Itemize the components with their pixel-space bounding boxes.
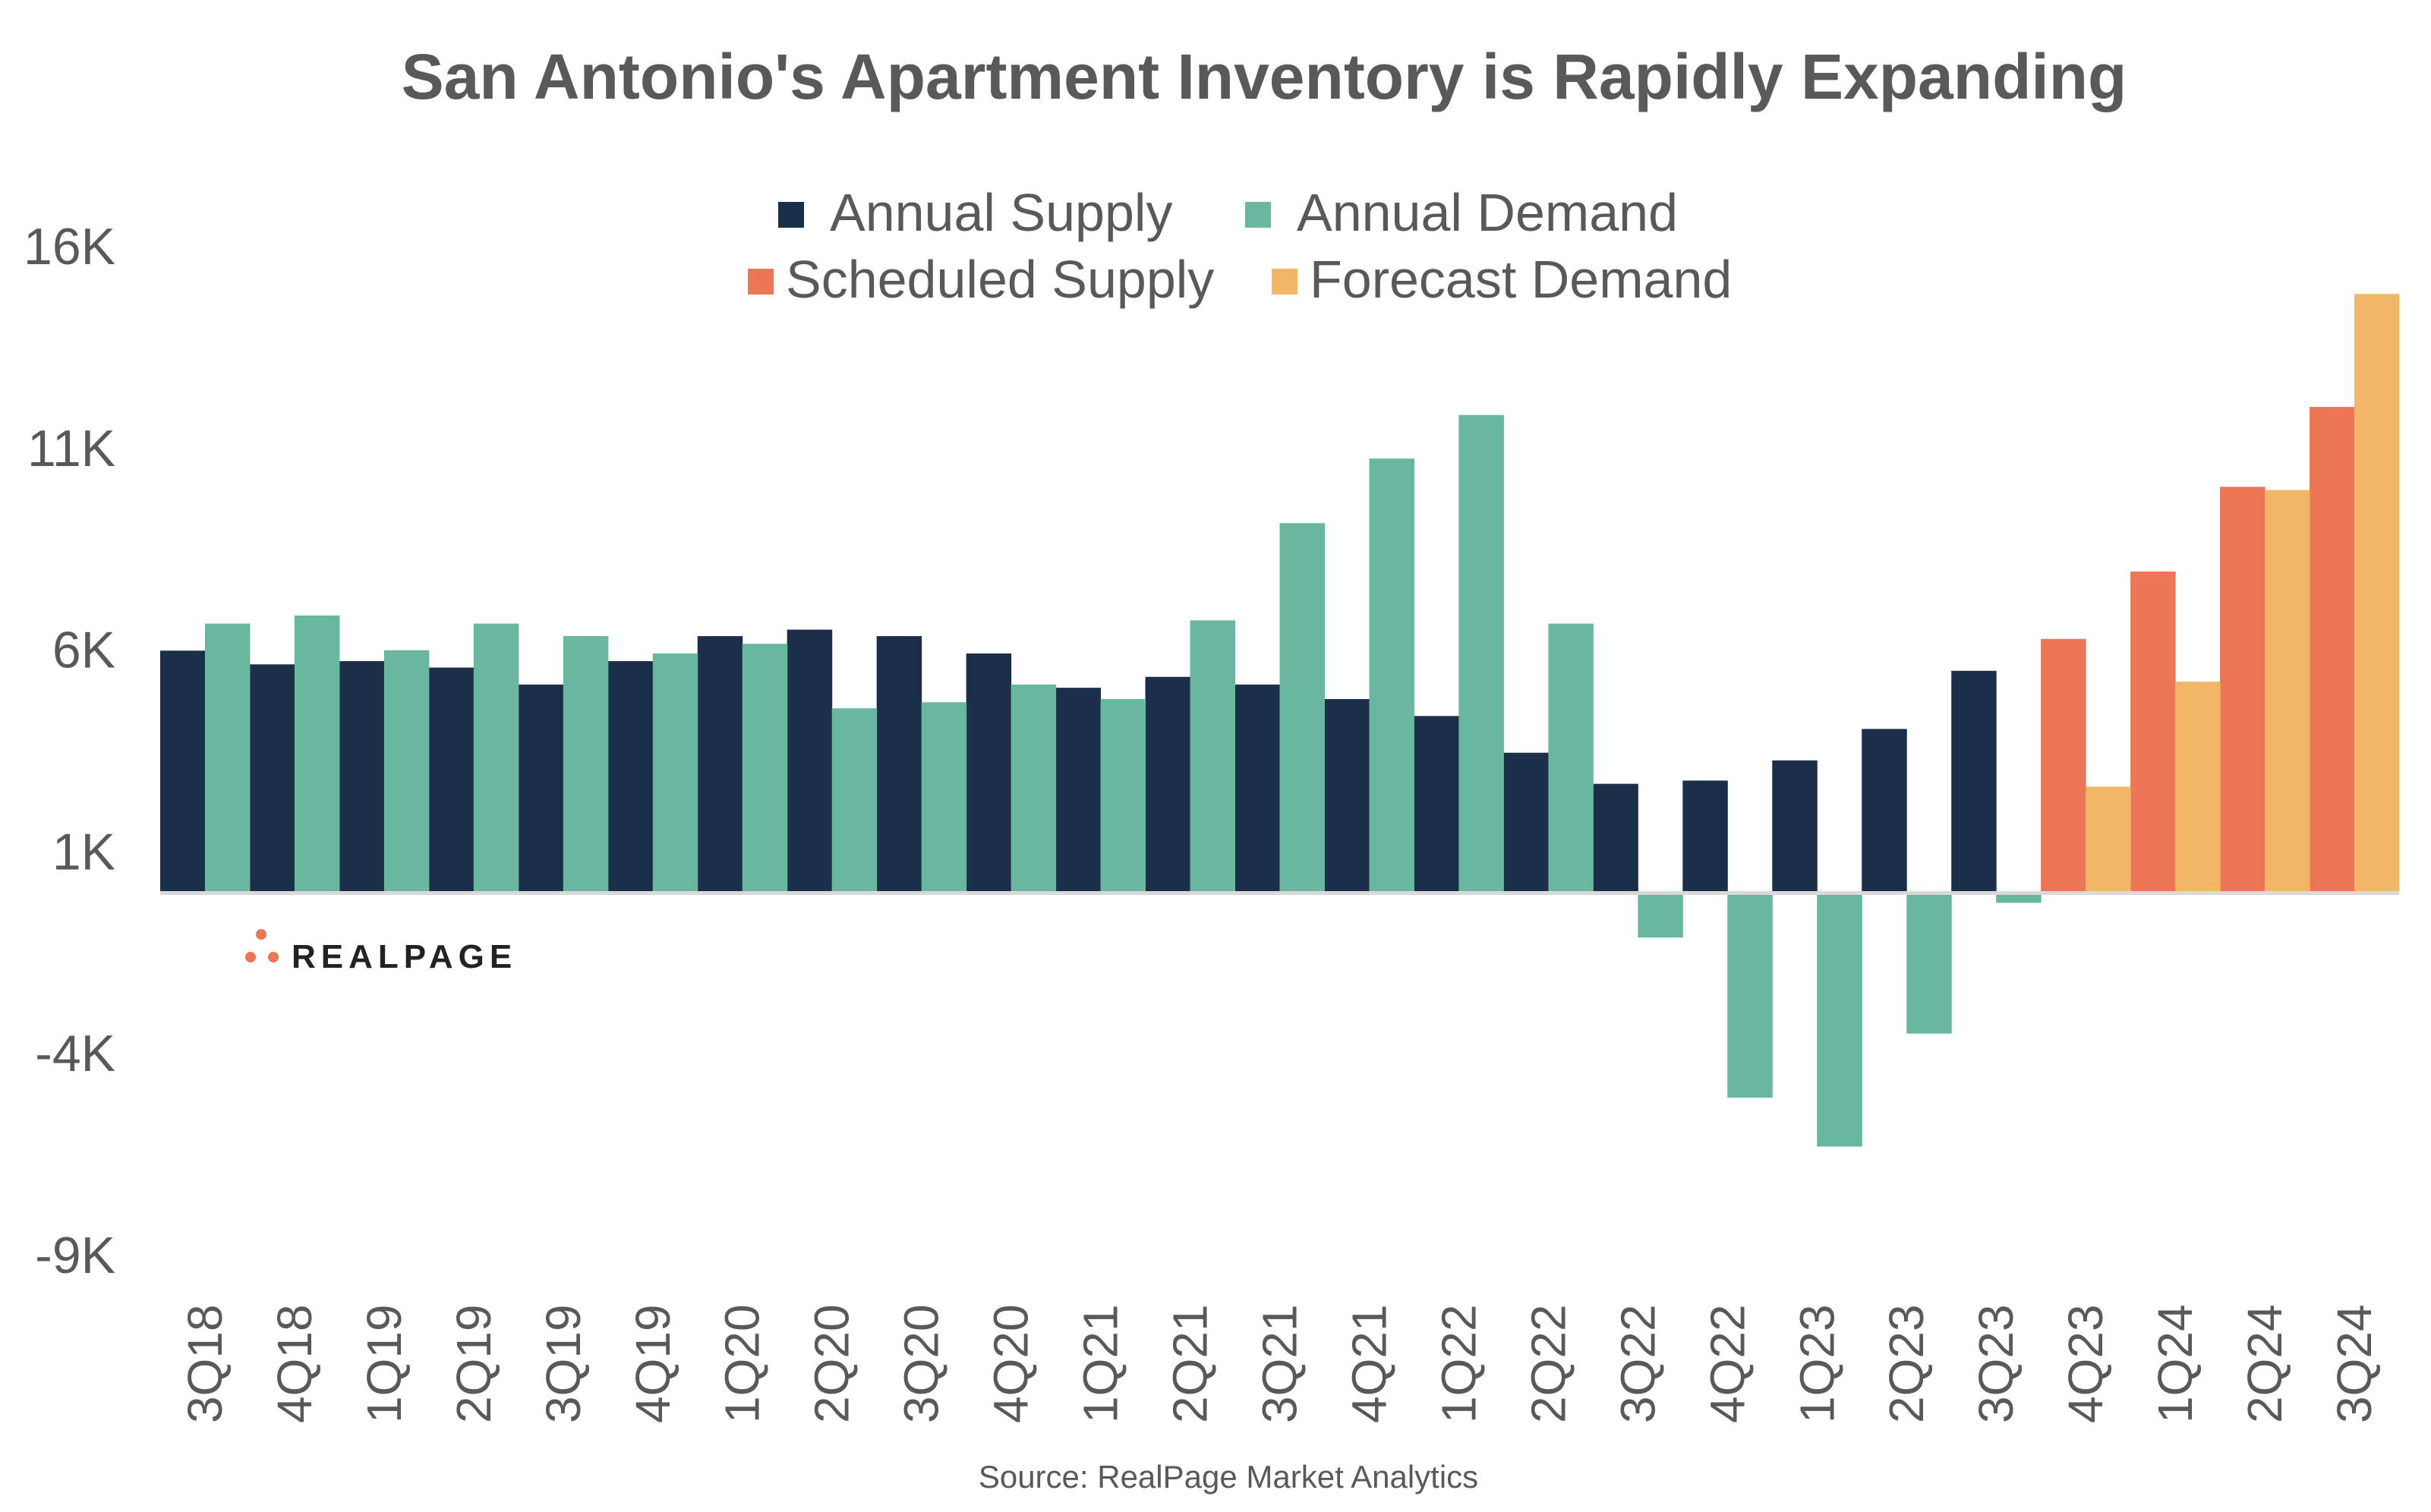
x-tick-label: 1Q22 (1431, 1304, 1486, 1423)
bar-annual-demand-1Q21 (1100, 698, 1146, 892)
chart-title: San Antonio's Apartment Inventory is Rap… (402, 41, 2127, 112)
bar-annual-demand-3Q19 (563, 636, 609, 892)
bar-annual-demand-2Q20 (831, 708, 878, 892)
bar-annual-demand-3Q21 (1279, 523, 1325, 892)
bar-annual-demand-4Q18 (294, 615, 340, 892)
bar-annual-supply-4Q22 (1682, 780, 1728, 892)
x-tick-label: 2Q21 (1163, 1304, 1218, 1423)
bar-annual-supply-2Q23 (1862, 729, 1907, 892)
bar-scheduled-supply-4Q23 (2041, 638, 2086, 892)
bar-annual-supply-3Q19 (518, 684, 564, 892)
bars (160, 294, 2400, 1147)
x-tick-label: 1Q24 (2148, 1304, 2202, 1423)
bar-annual-demand-4Q19 (652, 653, 698, 892)
bar-annual-supply-1Q19 (339, 661, 385, 892)
legend-swatch-annual-supply (778, 202, 804, 228)
bar-annual-demand-4Q20 (1011, 684, 1057, 892)
bar-annual-supply-3Q21 (1234, 684, 1280, 892)
y-tick-label: 11K (27, 420, 115, 477)
x-tick-label: 2Q19 (446, 1304, 501, 1423)
bar-annual-demand-3Q20 (921, 702, 967, 892)
bar-annual-supply-2Q22 (1503, 752, 1549, 892)
bar-annual-demand-1Q23 (1817, 891, 1862, 1147)
y-tick-label: -4K (35, 1025, 115, 1082)
x-tick-label: 3Q20 (894, 1304, 949, 1423)
x-tick-label: 3Q21 (1253, 1304, 1307, 1423)
bar-annual-demand-1Q20 (742, 644, 788, 892)
x-tick-label: 4Q20 (984, 1304, 1039, 1423)
bar-annual-supply-1Q23 (1772, 760, 1818, 892)
bar-scheduled-supply-2Q24 (2220, 487, 2265, 892)
bar-annual-demand-2Q19 (473, 623, 519, 892)
y-tick-label: 1K (52, 823, 115, 880)
y-tick-label: 16K (24, 218, 115, 276)
x-tick-label: 1Q20 (715, 1304, 770, 1423)
bar-annual-supply-2Q19 (428, 667, 475, 892)
bar-annual-demand-2Q23 (1906, 891, 1952, 1034)
bar-annual-supply-1Q20 (697, 636, 743, 892)
y-axis: 16K 11K 6K 1K -4K -9K (24, 218, 115, 1284)
bar-annual-supply-3Q23 (1951, 670, 1997, 892)
bar-annual-supply-4Q20 (966, 653, 1012, 892)
bar-annual-demand-3Q18 (204, 623, 251, 892)
y-tick-label: -9K (35, 1227, 115, 1284)
legend-label: Scheduled Supply (786, 250, 1214, 309)
bar-annual-supply-3Q18 (160, 650, 206, 892)
x-tick-label: 3Q24 (2327, 1304, 2382, 1423)
bar-annual-demand-4Q21 (1369, 458, 1414, 892)
x-tick-label: 2Q23 (1879, 1304, 1934, 1423)
legend-swatch-forecast-demand (1272, 269, 1297, 295)
legend-swatch-scheduled-supply (748, 269, 774, 295)
x-tick-label: 3Q18 (178, 1304, 232, 1423)
x-tick-label: 2Q24 (2237, 1304, 2292, 1423)
x-tick-label: 4Q19 (626, 1304, 680, 1423)
bar-annual-supply-1Q21 (1055, 688, 1102, 892)
bar-annual-demand-4Q22 (1727, 891, 1773, 1098)
x-tick-label: 4Q21 (1342, 1304, 1396, 1423)
bar-annual-supply-2Q20 (787, 629, 833, 892)
x-tick-label: 4Q23 (2058, 1304, 2113, 1423)
legend-label: Annual Demand (1297, 183, 1678, 242)
bar-forecast-demand-3Q24 (2354, 294, 2400, 892)
x-tick-label: 1Q23 (1789, 1304, 1844, 1423)
bar-annual-demand-1Q19 (383, 650, 430, 892)
bar-scheduled-supply-1Q24 (2130, 572, 2176, 892)
bar-scheduled-supply-3Q24 (2310, 407, 2355, 892)
legend-label: Forecast Demand (1310, 250, 1732, 309)
x-tick-label: 2Q20 (805, 1304, 859, 1423)
bar-forecast-demand-4Q23 (2086, 786, 2131, 892)
x-tick-label: 4Q18 (267, 1304, 322, 1423)
legend: Annual Supply Annual Demand Scheduled Supp… (748, 183, 1732, 309)
bar-annual-supply-1Q22 (1414, 716, 1459, 892)
x-tick-label: 3Q19 (536, 1304, 591, 1423)
logo-text: REALPAGE (292, 938, 517, 975)
x-axis: 3Q18 4Q18 1Q19 2Q19 3Q19 4Q19 1Q20 2Q20 3Q20 4Q20… (178, 1304, 2382, 1423)
x-tick-label: 2Q22 (1521, 1304, 1575, 1423)
legend-label: Annual Supply (830, 183, 1172, 242)
bar-annual-supply-2Q21 (1145, 676, 1191, 892)
x-tick-label: 1Q19 (357, 1304, 411, 1423)
realpage-logo: REALPAGE (245, 929, 517, 975)
legend-swatch-annual-demand (1245, 202, 1271, 228)
bar-annual-supply-4Q21 (1324, 698, 1370, 892)
source-note: Source: RealPage Market Analytics (979, 1459, 1478, 1495)
bar-annual-supply-4Q19 (607, 661, 654, 892)
bar-annual-supply-3Q20 (876, 636, 922, 892)
x-tick-label: 1Q21 (1074, 1304, 1128, 1423)
x-tick-label: 3Q23 (1969, 1304, 2023, 1423)
bar-annual-supply-4Q18 (249, 664, 295, 892)
bar-annual-demand-2Q21 (1190, 620, 1236, 892)
bar-annual-demand-2Q22 (1548, 623, 1594, 892)
x-tick-label: 3Q22 (1610, 1304, 1665, 1423)
bar-forecast-demand-1Q24 (2175, 682, 2221, 892)
bar-forecast-demand-2Q24 (2265, 490, 2310, 892)
y-tick-label: 6K (52, 622, 115, 679)
bar-annual-demand-3Q22 (1638, 891, 1683, 938)
bar-annual-supply-3Q22 (1593, 783, 1638, 892)
x-tick-label: 4Q22 (1700, 1304, 1755, 1423)
bar-annual-demand-1Q22 (1458, 414, 1504, 892)
